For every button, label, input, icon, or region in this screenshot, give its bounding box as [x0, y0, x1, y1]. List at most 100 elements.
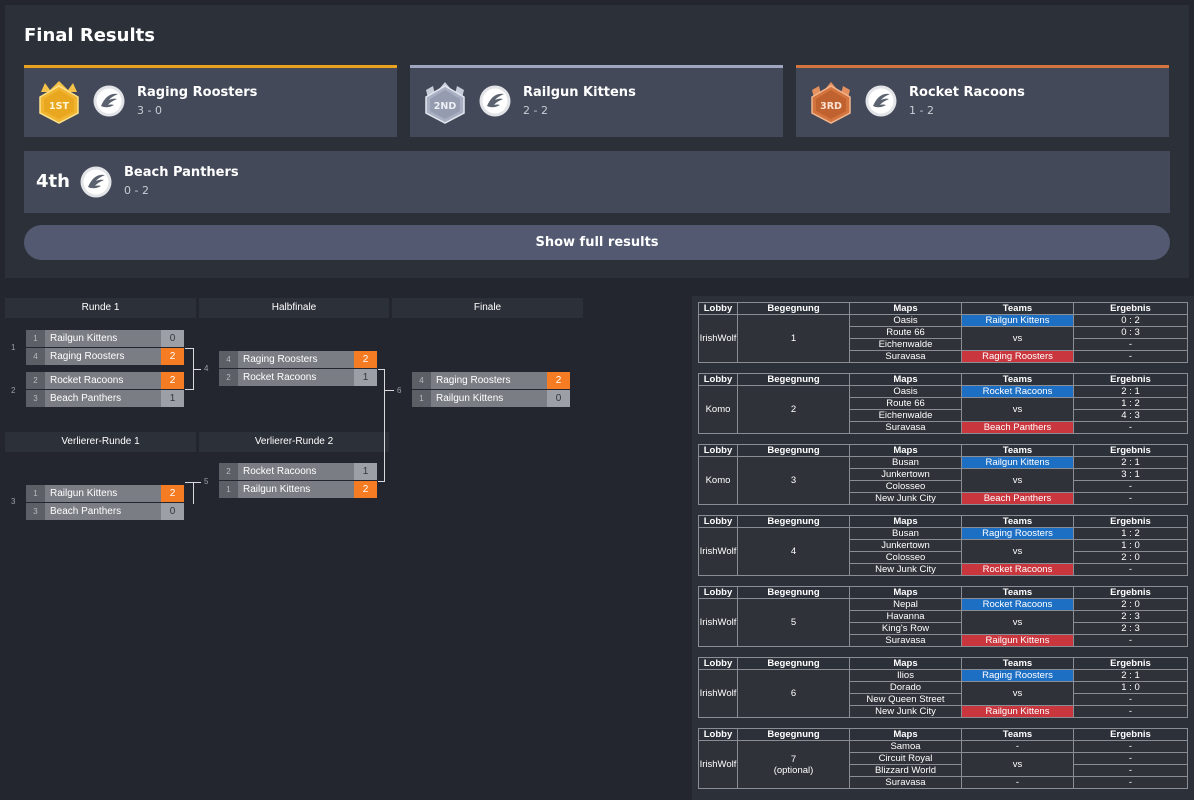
seed: 4	[412, 372, 431, 389]
bracket-match-final[interactable]: 4 Raging Roosters 2 1 Railgun Kittens 0	[412, 372, 570, 408]
table-row: IrishWolf 7 (optional) Samoa - -	[698, 740, 1188, 789]
match-number: 7	[790, 753, 797, 765]
table-row: Suravasa Railgun Kittens -	[699, 634, 1188, 647]
lobby-cell: IrishWolf	[698, 314, 738, 363]
match-number: 3	[11, 497, 16, 506]
match-schedule-table: Lobby Begegnung Maps Teams Ergebnis IrishWolf…	[698, 515, 1188, 576]
match-note: (optional)	[773, 764, 814, 776]
bracket-match[interactable]: 1 Railgun Kittens 2 3 Beach Panthers 0	[26, 485, 184, 521]
bracket-match[interactable]: 2 Rocket Racoons 2 3 Beach Panthers 1	[26, 372, 184, 408]
match-number: 6	[790, 688, 797, 699]
map-cell: Samoa	[849, 740, 962, 753]
table-row: Blizzard World -	[699, 764, 1188, 777]
match-cell: 6	[737, 669, 850, 718]
team-a-cell: Raging Roosters	[961, 669, 1074, 682]
team-a-cell: Rocket Racoons	[961, 385, 1074, 398]
page-title: Final Results	[24, 25, 155, 46]
result-cell: 0 : 2	[1073, 314, 1188, 327]
table-header: Ergebnis	[1073, 657, 1188, 670]
map-cell: Dorado	[849, 681, 962, 694]
table-header: Maps	[849, 657, 962, 670]
table-header: Lobby	[698, 302, 738, 315]
match-schedule-table: Lobby Begegnung Maps Teams Ergebnis Komo 2 Oasi…	[698, 373, 1188, 434]
map-cell: Ilios	[849, 669, 962, 682]
round-header: Runde 1	[5, 298, 196, 318]
result-cell: 4 : 3	[1073, 409, 1188, 422]
result-cell: -	[1073, 480, 1188, 493]
podium-accent-line	[796, 65, 1169, 68]
match-schedule-table: Lobby Begegnung Maps Teams Ergebnis IrishWolf…	[698, 728, 1188, 789]
table-row: IrishWolf 4 Busan Raging Roosters 1 : 2	[698, 527, 1188, 576]
bracket-match[interactable]: 4 Raging Roosters 2 2 Rocket Racoons 1	[219, 351, 377, 387]
bracket-slot: 1 Railgun Kittens 0	[412, 390, 570, 407]
table-header: Begegnung	[737, 302, 850, 315]
team-name: Raging Roosters	[50, 351, 125, 362]
table-row: Eichenwalde -	[699, 338, 1188, 351]
table-row: IrishWolf 5 Nepal Rocket Racoons 2 : 0	[698, 598, 1188, 647]
podium-card-second: 2ND Railgun Kittens 2 - 2	[410, 65, 783, 137]
table-header: Ergebnis	[1073, 586, 1188, 599]
match-number: 2	[790, 404, 797, 415]
show-full-results-button[interactable]: Show full results	[24, 225, 1170, 260]
table-header: Maps	[849, 586, 962, 599]
slot-score: 2	[161, 372, 184, 389]
map-cell: Colosseo	[849, 551, 962, 564]
lobby-cell: IrishWolf	[698, 527, 738, 576]
bracket-slot: 4 Raging Roosters 2	[219, 351, 377, 368]
map-cell: New Junk City	[849, 705, 962, 718]
team-b-cell: Railgun Kittens	[961, 705, 1074, 718]
badge-text: 1ST	[49, 101, 69, 112]
bracket-match[interactable]: 2 Rocket Racoons 1 1 Railgun Kittens 2	[219, 463, 377, 499]
result-cell: -	[1073, 492, 1188, 505]
bracket-slot: 2 Rocket Racoons 1	[219, 369, 377, 386]
table-row: Circuit Royal vs -	[699, 752, 1188, 777]
match-number: 4	[204, 364, 209, 373]
slot-score: 0	[547, 390, 570, 407]
result-cell: 2 : 1	[1073, 456, 1188, 469]
bracket-connector	[185, 482, 194, 504]
lobby-cell: IrishWolf	[698, 740, 738, 789]
lobby-cell: Komo	[698, 456, 738, 505]
result-cell: 2 : 1	[1073, 385, 1188, 398]
bracket-connector	[194, 482, 201, 483]
result-cell: -	[1073, 705, 1188, 718]
result-cell: -	[1073, 776, 1188, 789]
team-a-cell: Raging Roosters	[961, 527, 1074, 540]
result-cell: -	[1073, 563, 1188, 576]
map-cell: Junkertown	[849, 539, 962, 552]
team-a-cell: Railgun Kittens	[961, 314, 1074, 327]
team-name: Raging Roosters	[243, 354, 318, 365]
table-header: Maps	[849, 302, 962, 315]
result-cell: -	[1073, 634, 1188, 647]
table-row: Suravasa Beach Panthers -	[699, 421, 1188, 434]
team-b-cell: Beach Panthers	[961, 421, 1074, 434]
table-row: Eichenwalde 4 : 3	[699, 409, 1188, 422]
slot-score: 1	[354, 463, 377, 480]
bracket-match[interactable]: 1 Railgun Kittens 0 4 Raging Roosters 2	[26, 330, 184, 366]
slot-score: 0	[161, 503, 184, 520]
podium-accent-line	[410, 65, 783, 68]
result-cell: -	[1073, 350, 1188, 363]
table-row: Colosseo -	[699, 480, 1188, 493]
team-name: Railgun Kittens	[50, 488, 118, 499]
seed: 3	[26, 503, 45, 520]
team-name: Rocket Racoons	[243, 372, 317, 383]
table-header: Begegnung	[737, 515, 850, 528]
table-header: Teams	[961, 586, 1074, 599]
table-row: Komo 3 Busan Railgun Kittens 2 : 1	[698, 456, 1188, 505]
table-row: Suravasa - -	[699, 776, 1188, 789]
map-cell: Eichenwalde	[849, 409, 962, 422]
vs-cell: vs	[961, 610, 1074, 635]
map-cell: New Junk City	[849, 492, 962, 505]
round-header: Halbfinale	[199, 298, 389, 318]
badge-text: 2ND	[434, 101, 457, 112]
result-cell: 1 : 0	[1073, 539, 1188, 552]
table-header: Begegnung	[737, 444, 850, 457]
table-header: Maps	[849, 373, 962, 386]
wing-logo-icon	[93, 85, 125, 117]
podium-card-first: 1ST Raging Roosters 3 - 0	[24, 65, 397, 137]
table-header: Lobby	[698, 586, 738, 599]
team-b-cell: Railgun Kittens	[961, 634, 1074, 647]
match-cell: 2	[737, 385, 850, 434]
match-cell: 1	[737, 314, 850, 363]
